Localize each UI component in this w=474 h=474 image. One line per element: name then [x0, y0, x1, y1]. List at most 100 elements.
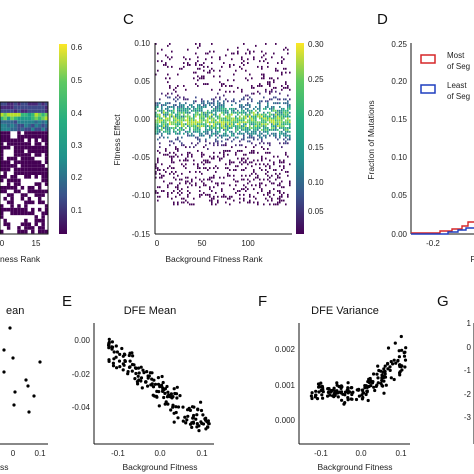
heatmap-cell: [13, 112, 18, 117]
heatmap-cell: [187, 123, 189, 126]
heatmap-cell: [157, 113, 159, 116]
heatmap-cell: [229, 123, 231, 126]
heatmap-cell: [267, 127, 269, 129]
scatter-point: [122, 352, 126, 356]
heatmap-cell: [237, 190, 239, 192]
heatmap-cell: [249, 128, 251, 131]
heatmap-cell: [257, 134, 259, 137]
heatmap-cell: [273, 96, 275, 99]
scatter-point: [174, 405, 178, 409]
scatter-point: [383, 369, 387, 374]
heatmap-cell: [173, 151, 175, 154]
heatmap-cell: [13, 182, 18, 186]
heatmap-cell: [275, 128, 277, 131]
heatmap-cell: [253, 169, 255, 171]
heatmap-cell: [231, 125, 233, 128]
heatmap-cell: [185, 123, 187, 126]
heatmap-cell: [185, 98, 187, 101]
left-heatmap-xtick-0: 0: [0, 239, 5, 248]
heatmap-cell: [231, 58, 233, 61]
heatmap-cell: [185, 107, 187, 110]
heatmap-cell: [10, 207, 14, 212]
heatmap-cell: [31, 149, 35, 154]
heatmap-cell: [199, 121, 201, 124]
heatmap-cell: [271, 123, 273, 126]
heatmap-cell: [219, 113, 221, 116]
heatmap-cell: [203, 106, 205, 108]
heatmap-cell: [27, 102, 32, 106]
heatmap-cell: [217, 140, 219, 143]
heatmap-cell: [245, 190, 247, 192]
heatmap-cell: [221, 83, 223, 86]
heatmap-cell: [277, 121, 279, 124]
heatmap-cell: [207, 109, 209, 112]
heatmap-cell: [275, 43, 277, 45]
heatmap-cell: [20, 229, 25, 234]
heatmap-cell: [257, 201, 259, 204]
scatter-point: [339, 391, 343, 395]
heatmap-cell: [205, 184, 207, 187]
heatmap-cell: [17, 109, 21, 113]
heatmap-cell: [245, 121, 247, 124]
heatmap-cell: [24, 131, 28, 135]
heatmap-cell: [197, 163, 199, 166]
heatmap-cell: [273, 86, 275, 89]
heatmap-cell: [241, 138, 243, 141]
heatmap-cell: [227, 134, 229, 137]
heatmap-cell: [263, 128, 265, 131]
heatmap-cell: [209, 127, 211, 129]
heatmap-cell: [31, 160, 35, 165]
heatmap-cell: [197, 109, 199, 112]
scatter-point: [376, 376, 380, 380]
scatter-point: [155, 389, 159, 393]
heatmap-cell: [219, 151, 221, 154]
heatmap-cell: [27, 171, 32, 175]
heatmap-cell: [163, 127, 165, 129]
scatter-point: [365, 390, 369, 394]
heatmap-cell: [261, 100, 263, 103]
heatmap-cell: [177, 73, 179, 76]
left-cb-tick-0.5: 0.5: [71, 76, 83, 85]
scatter-point: [174, 392, 179, 396]
heatmap-cell: [289, 71, 291, 74]
heatmap-cell: [253, 151, 255, 154]
heatmap-cell: [177, 107, 179, 110]
heatmap-cell: [247, 182, 249, 185]
heatmap-cell: [229, 161, 231, 164]
heatmap-cell: [233, 119, 235, 122]
heatmap-cell: [34, 105, 38, 110]
heatmap-cell: [177, 121, 179, 124]
heatmap-cell: [259, 85, 261, 87]
scatter-point: [115, 350, 119, 354]
heatmap-cell: [289, 104, 291, 107]
heatmap-cell: [161, 119, 163, 122]
heatmap-cell: [201, 180, 203, 183]
heatmap-cell: [253, 117, 255, 120]
heatmap-cell: [219, 58, 221, 61]
heatmap-cell: [169, 127, 171, 129]
heatmap-cell: [235, 165, 237, 168]
heatmap-cell: [13, 160, 18, 165]
heatmap-cell: [41, 178, 45, 183]
scatter-point: [376, 364, 380, 368]
heatmap-cell: [13, 167, 18, 172]
heatmap-cell: [235, 184, 237, 187]
heatmap-cell: [207, 115, 209, 118]
heatmap-cell: [199, 127, 201, 129]
heatmap-cell: [167, 127, 169, 129]
panel-c-ylabel: Fitness Effect: [112, 114, 122, 166]
heatmap-cell: [257, 123, 259, 126]
heatmap-cell: [181, 109, 183, 112]
heatmap-cell: [155, 119, 157, 122]
legend-label-most-line2: of Seg: [447, 62, 470, 71]
heatmap-cell: [253, 119, 255, 122]
heatmap-cell: [17, 229, 21, 234]
scatter-point: [128, 365, 132, 369]
heatmap-cell: [155, 113, 157, 116]
heatmap-cell: [3, 138, 7, 143]
heatmap-cell: [277, 62, 279, 64]
heatmap-cell: [161, 60, 163, 63]
heatmap-cell: [277, 113, 279, 116]
heatmap-cell: [171, 115, 173, 118]
heatmap-cell: [173, 127, 175, 129]
